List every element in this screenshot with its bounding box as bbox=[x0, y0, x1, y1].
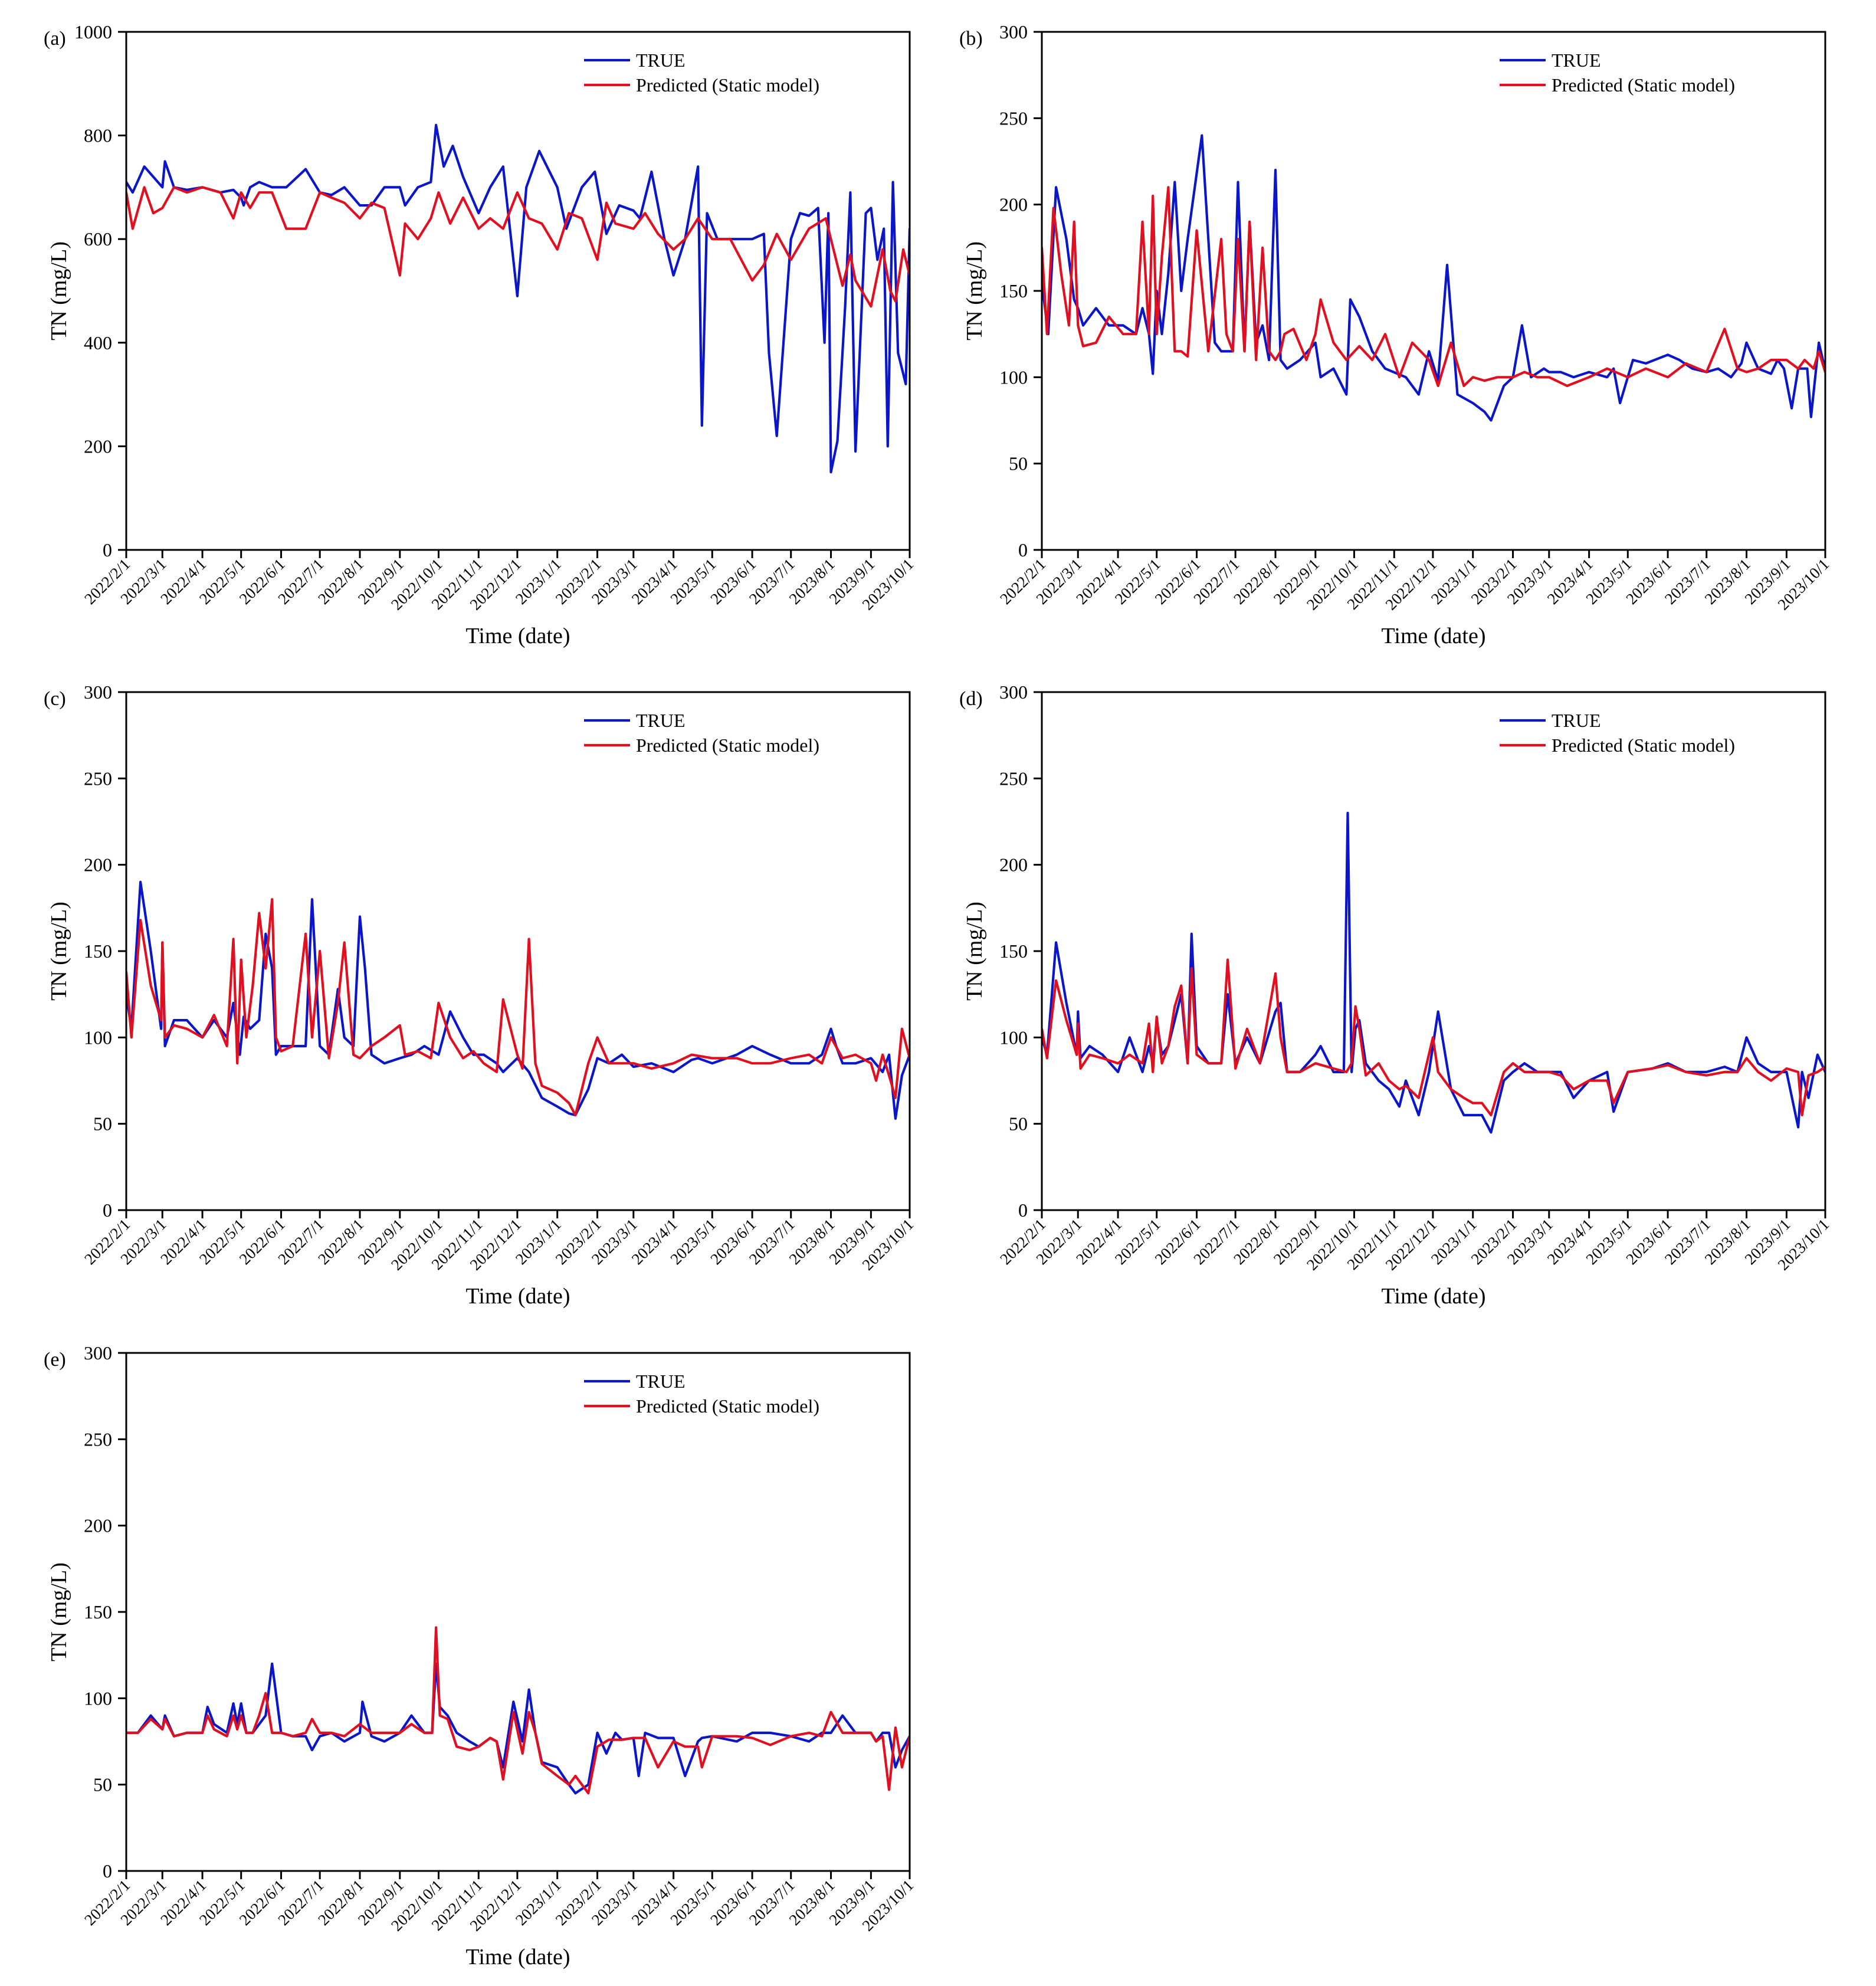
y-tick-label: 400 bbox=[84, 332, 112, 353]
y-tick-label: 150 bbox=[84, 940, 112, 962]
x-axis-label: Time (date) bbox=[466, 624, 570, 648]
panel-label: (d) bbox=[959, 688, 983, 710]
x-axis-label: Time (date) bbox=[466, 1945, 570, 1969]
y-tick-label: 250 bbox=[84, 1428, 112, 1450]
y-tick-label: 100 bbox=[84, 1687, 112, 1709]
y-axis-label: TN (mg/L) bbox=[47, 1562, 71, 1661]
panel-label: (c) bbox=[44, 688, 66, 710]
predicted-series-line bbox=[1042, 186, 1825, 388]
y-tick-label: 300 bbox=[84, 681, 112, 703]
plot-frame bbox=[125, 1352, 911, 1872]
y-tick-label: 100 bbox=[999, 1027, 1028, 1048]
y-tick-label: 250 bbox=[999, 107, 1028, 129]
y-tick-label: 100 bbox=[999, 366, 1028, 388]
y-tick-label: 0 bbox=[103, 539, 112, 561]
y-axis-label: TN (mg/L) bbox=[47, 241, 71, 340]
y-tick-label: 200 bbox=[84, 854, 112, 876]
y-tick-label: 200 bbox=[84, 435, 112, 457]
legend-entry: Predicted (Static model) bbox=[636, 735, 819, 756]
predicted-series-line bbox=[126, 186, 910, 308]
predicted-series-line bbox=[126, 1626, 910, 1795]
y-tick-label: 300 bbox=[999, 681, 1028, 703]
y-tick-label: 1000 bbox=[74, 21, 112, 42]
predicted-series-line bbox=[1042, 958, 1825, 1117]
chart-panel-5: 0501001502002503002022/2/12022/3/12022/4… bbox=[44, 1342, 917, 1969]
y-tick-label: 250 bbox=[999, 768, 1028, 789]
chart-panel-1: 020040060080010002022/2/12022/3/12022/4/… bbox=[44, 21, 917, 648]
legend-entry: TRUE bbox=[1552, 710, 1601, 731]
predicted-series-line bbox=[126, 898, 910, 1117]
chart-panel-3: 0501001502002503002022/2/12022/3/12022/4… bbox=[44, 681, 917, 1309]
true-series-line bbox=[1042, 811, 1825, 1134]
x-axis-label: Time (date) bbox=[1382, 1284, 1486, 1309]
y-tick-label: 50 bbox=[1009, 453, 1028, 474]
y-axis-label: TN (mg/L) bbox=[47, 902, 71, 1001]
y-tick-label: 50 bbox=[1009, 1113, 1028, 1135]
panel-label: (b) bbox=[959, 28, 983, 50]
legend-entry: Predicted (Static model) bbox=[636, 1395, 819, 1417]
panel-label: (e) bbox=[44, 1349, 66, 1371]
x-axis-label: Time (date) bbox=[466, 1284, 570, 1309]
y-tick-label: 200 bbox=[999, 854, 1028, 876]
y-tick-label: 300 bbox=[999, 21, 1028, 42]
legend-entry: TRUE bbox=[1552, 50, 1601, 71]
legend-entry: TRUE bbox=[636, 50, 686, 71]
x-axis-label: Time (date) bbox=[1382, 624, 1486, 648]
true-series-line bbox=[126, 123, 910, 474]
legend-entry: Predicted (Static model) bbox=[1552, 735, 1735, 756]
y-tick-label: 150 bbox=[84, 1601, 112, 1623]
legend-entry: TRUE bbox=[636, 1371, 686, 1392]
y-tick-label: 150 bbox=[999, 940, 1028, 962]
y-tick-label: 0 bbox=[103, 1200, 112, 1221]
y-tick-label: 0 bbox=[1018, 539, 1028, 561]
y-tick-label: 800 bbox=[84, 125, 112, 146]
legend-entry: TRUE bbox=[636, 710, 686, 731]
y-tick-label: 100 bbox=[84, 1027, 112, 1048]
chart-panel-2: 0501001502002503002022/2/12022/3/12022/4… bbox=[959, 21, 1832, 648]
plot-frame bbox=[1041, 691, 1826, 1211]
y-tick-label: 150 bbox=[999, 280, 1028, 301]
y-axis-label: TN (mg/L) bbox=[962, 902, 987, 1001]
y-tick-label: 0 bbox=[103, 1860, 112, 1882]
plot-frame bbox=[125, 691, 911, 1211]
y-tick-label: 50 bbox=[93, 1113, 112, 1135]
y-tick-label: 300 bbox=[84, 1342, 112, 1364]
y-tick-label: 200 bbox=[84, 1515, 112, 1536]
y-tick-label: 250 bbox=[84, 768, 112, 789]
y-tick-label: 600 bbox=[84, 228, 112, 250]
legend-entry: Predicted (Static model) bbox=[636, 74, 819, 96]
panel-label: (a) bbox=[44, 28, 66, 50]
y-tick-label: 200 bbox=[999, 194, 1028, 215]
legend-entry: Predicted (Static model) bbox=[1552, 74, 1735, 96]
y-axis-label: TN (mg/L) bbox=[962, 241, 987, 340]
chart-panel-4: 0501001502002503002022/2/12022/3/12022/4… bbox=[959, 681, 1832, 1309]
y-tick-label: 0 bbox=[1018, 1200, 1028, 1221]
y-tick-label: 50 bbox=[93, 1774, 112, 1795]
